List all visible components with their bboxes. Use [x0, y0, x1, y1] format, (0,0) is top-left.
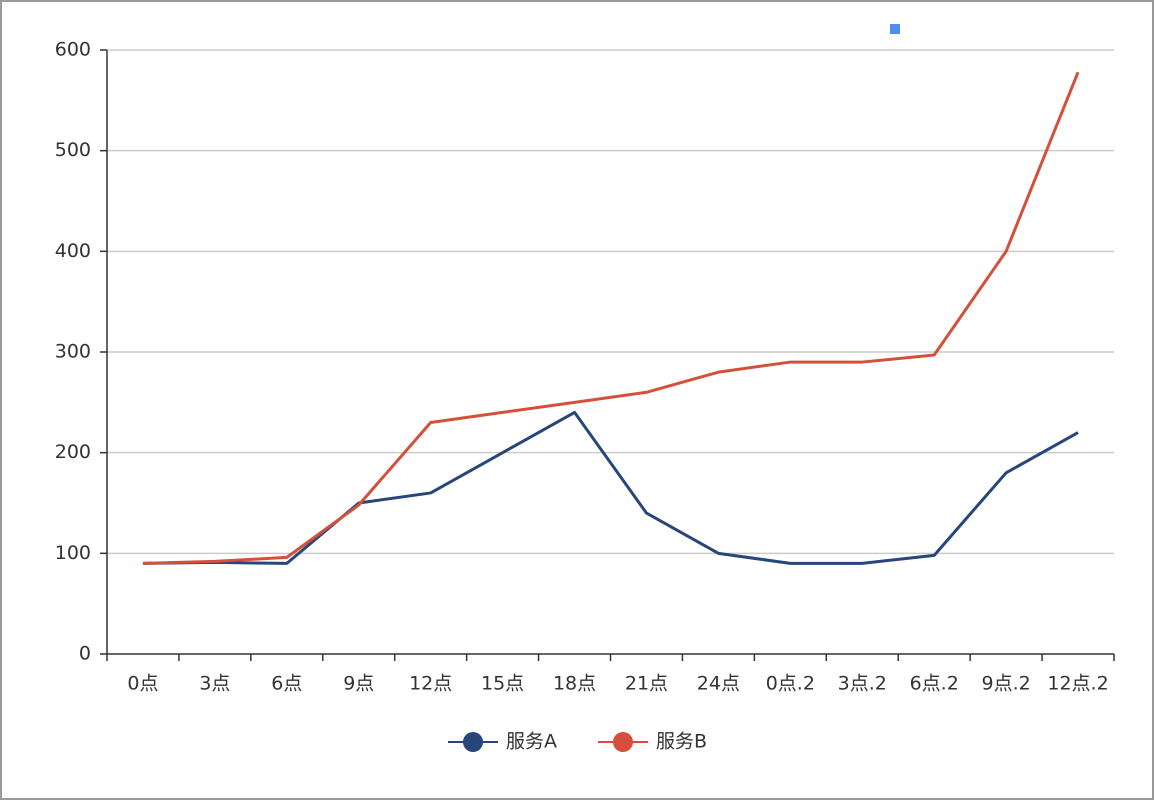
- x-tick-label: 12点: [409, 673, 452, 695]
- x-tick-label: 18点: [553, 673, 596, 695]
- x-tick-label: 12点.2: [1047, 673, 1108, 695]
- x-tick-label: 3点.2: [838, 673, 887, 695]
- y-tick-label: 0: [79, 643, 91, 665]
- x-tick-label: 0点.2: [766, 673, 815, 695]
- x-tick-label: 6点: [271, 673, 302, 695]
- y-tick-label: 200: [55, 441, 91, 463]
- series-line: [142, 410, 1079, 565]
- x-tick-label: 21点: [625, 673, 668, 695]
- y-tick-label: 100: [55, 542, 91, 564]
- legend-marker: [463, 732, 483, 752]
- y-tick-label: 300: [55, 341, 91, 363]
- y-tick-label: 600: [55, 39, 91, 61]
- legend-marker: [613, 732, 633, 752]
- x-tick-label: 24点: [697, 673, 740, 695]
- x-tick-label: 0点: [127, 673, 158, 695]
- x-tick-label: 9点.2: [981, 673, 1030, 695]
- x-tick-label: 6点.2: [910, 673, 959, 695]
- x-tick-label: 15点: [481, 673, 524, 695]
- legend-label: 服务A: [506, 731, 557, 753]
- x-tick-label: 3点: [199, 673, 230, 695]
- x-tick-label: 9点: [343, 673, 374, 695]
- marker-square: [890, 24, 900, 34]
- series-line: [142, 71, 1080, 565]
- legend-label: 服务B: [656, 731, 707, 753]
- y-tick-label: 500: [55, 139, 91, 161]
- y-tick-label: 400: [55, 240, 91, 262]
